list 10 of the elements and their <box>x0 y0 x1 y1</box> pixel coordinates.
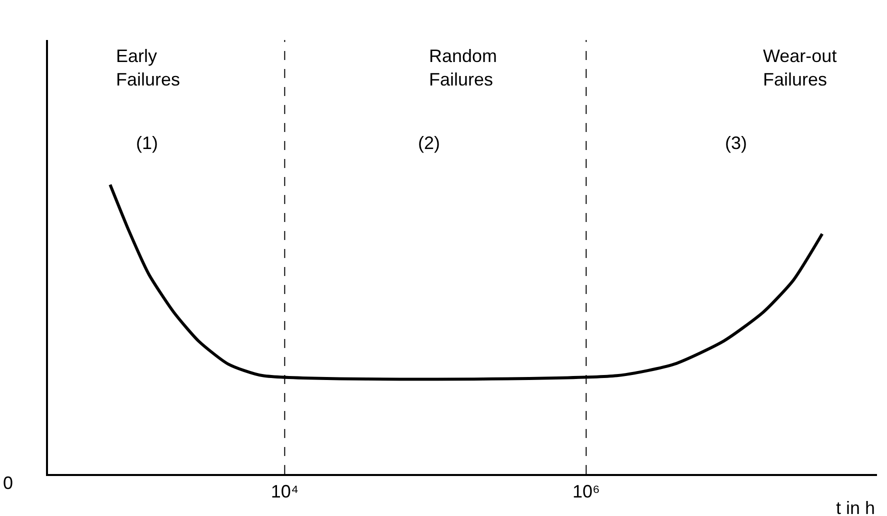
x-tick-label: 10⁶ <box>572 482 600 502</box>
x-axis-title: t in h <box>836 498 876 516</box>
text: (2) <box>418 133 440 153</box>
text: 0 <box>3 473 14 493</box>
text: (3) <box>725 133 747 153</box>
text: Early Failures <box>116 46 180 90</box>
text: Wear-out Failures <box>763 46 837 90</box>
x-tick-label: 10⁴ <box>270 482 299 502</box>
text: (1) <box>136 133 158 153</box>
text: Random Failures <box>429 46 498 90</box>
